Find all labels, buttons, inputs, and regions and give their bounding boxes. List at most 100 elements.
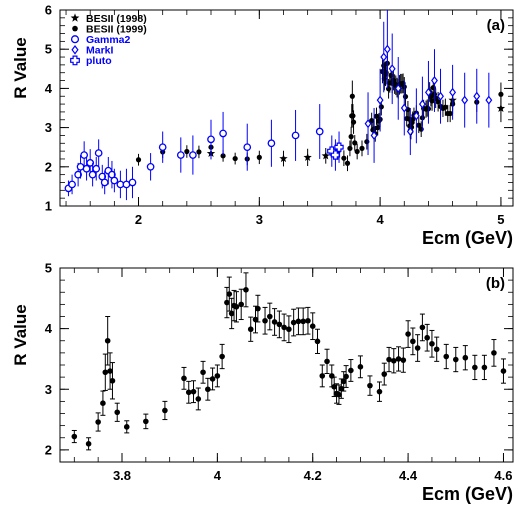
point-data: [295, 318, 302, 325]
point-gamma2: [92, 164, 101, 173]
y-axis-label-b: R Value: [11, 304, 30, 365]
y-tick-label: 2: [45, 442, 52, 457]
point-data: [209, 376, 216, 382]
legend-label: BESII (1998): [86, 13, 147, 25]
point-data: [276, 321, 283, 328]
point-data: [340, 378, 347, 385]
legend-label: BESII (1999): [86, 23, 147, 35]
legend-item-besii-1998: BESII (1998): [70, 13, 147, 25]
point-marki: [431, 75, 438, 86]
point-data: [348, 367, 354, 374]
panel-a-ticks: 2 3 4 5 1 2 3 4 5 6: [45, 3, 513, 227]
point-data: [429, 340, 435, 347]
point-data: [424, 334, 430, 341]
x-tick-label: 5: [497, 212, 504, 227]
point-besii-1999: [442, 104, 448, 110]
point-data: [267, 313, 273, 320]
series-data: [71, 272, 507, 451]
point-marki: [364, 119, 372, 129]
point-besii-1999: [418, 126, 424, 132]
x-tick-label: 3: [256, 212, 263, 227]
point-besii-1999: [350, 113, 356, 119]
legend-label: MarkI: [86, 45, 114, 57]
legend-marker-gamma2: [70, 35, 80, 44]
point-data: [107, 368, 113, 374]
point-data: [443, 353, 450, 360]
point-data: [226, 291, 233, 297]
point-marki: [388, 64, 396, 74]
point-marki: [437, 91, 444, 101]
point-data: [238, 301, 244, 308]
point-data: [219, 353, 225, 360]
point-marki: [394, 83, 402, 94]
point-data: [109, 377, 116, 384]
panel-label-b: (b): [486, 275, 505, 292]
x-tick-label: 4.6: [494, 468, 512, 483]
legend-item-pluto: pluto: [70, 55, 112, 67]
point-gamma2: [189, 151, 197, 159]
point-data: [481, 364, 488, 371]
point-data: [114, 409, 121, 416]
point-gamma2: [68, 180, 76, 189]
point-data: [376, 388, 383, 395]
point-data: [319, 373, 326, 379]
y-tick-label: 5: [45, 42, 52, 57]
point-marki: [406, 126, 414, 137]
point-besii-1999: [354, 148, 360, 155]
point-data: [472, 364, 478, 371]
x-axis-label-a: Ecm (GeV): [422, 228, 513, 248]
point-gamma2: [94, 149, 103, 157]
legend-item-marki: MarkI: [71, 45, 114, 57]
panel-a-marks: [64, 10, 506, 201]
point-marki: [449, 87, 457, 97]
point-marki: [380, 52, 388, 62]
point-besii-1999: [364, 139, 370, 145]
y-tick-label: 6: [45, 3, 52, 18]
y-tick-label: 4: [45, 81, 53, 96]
point-gamma2: [207, 135, 215, 144]
point-besii-1999: [383, 70, 389, 76]
point-besii-1999: [220, 153, 226, 159]
point-data: [95, 419, 101, 425]
legend-item-besii-1999: BESII (1999): [72, 23, 147, 35]
legend-label: pluto: [86, 55, 112, 67]
point-pluto: [334, 142, 344, 152]
point-data: [262, 317, 268, 324]
point-data: [300, 318, 306, 325]
point-data: [491, 350, 497, 356]
x-tick-label: 4.4: [399, 468, 418, 483]
point-besii-1999: [350, 119, 357, 125]
x-axis-label-b: Ecm (GeV): [422, 484, 513, 504]
point-besii-1999: [498, 91, 504, 97]
x-tick-label: 4: [214, 468, 222, 483]
point-besii-1999: [430, 85, 436, 91]
panel-a: 2 3 4 5 1 2 3 4 5 6 R Value Ecm (GeV) (a) BESII (…: [11, 3, 514, 248]
point-data: [324, 358, 330, 365]
point-data: [252, 316, 259, 323]
point-marki: [485, 95, 493, 105]
point-marki: [424, 87, 432, 97]
point-gamma2: [243, 143, 252, 152]
point-data: [286, 326, 292, 333]
point-data: [500, 368, 507, 374]
x-tick-label: 4: [377, 212, 385, 227]
point-data: [410, 338, 416, 345]
point-data: [433, 346, 440, 353]
point-data: [214, 373, 221, 379]
y-tick-label: 4: [45, 321, 53, 336]
x-tick-label: 2: [135, 212, 142, 227]
point-gamma2: [146, 162, 155, 171]
point-data: [104, 337, 111, 344]
panel-b-ticks: 3.8 4 4.2 4.4 4.6 2 3 4 5: [45, 261, 513, 483]
point-besii-1999: [344, 160, 351, 166]
point-data: [386, 356, 392, 363]
point-besii-1999: [184, 148, 190, 155]
x-tick-label: 3.8: [113, 468, 131, 483]
point-besii-1998: [303, 153, 312, 161]
point-gamma2: [219, 129, 227, 138]
point-data: [205, 386, 211, 393]
y-tick-label: 5: [45, 261, 52, 276]
point-data: [85, 441, 92, 447]
point-besii-1999: [232, 155, 238, 162]
